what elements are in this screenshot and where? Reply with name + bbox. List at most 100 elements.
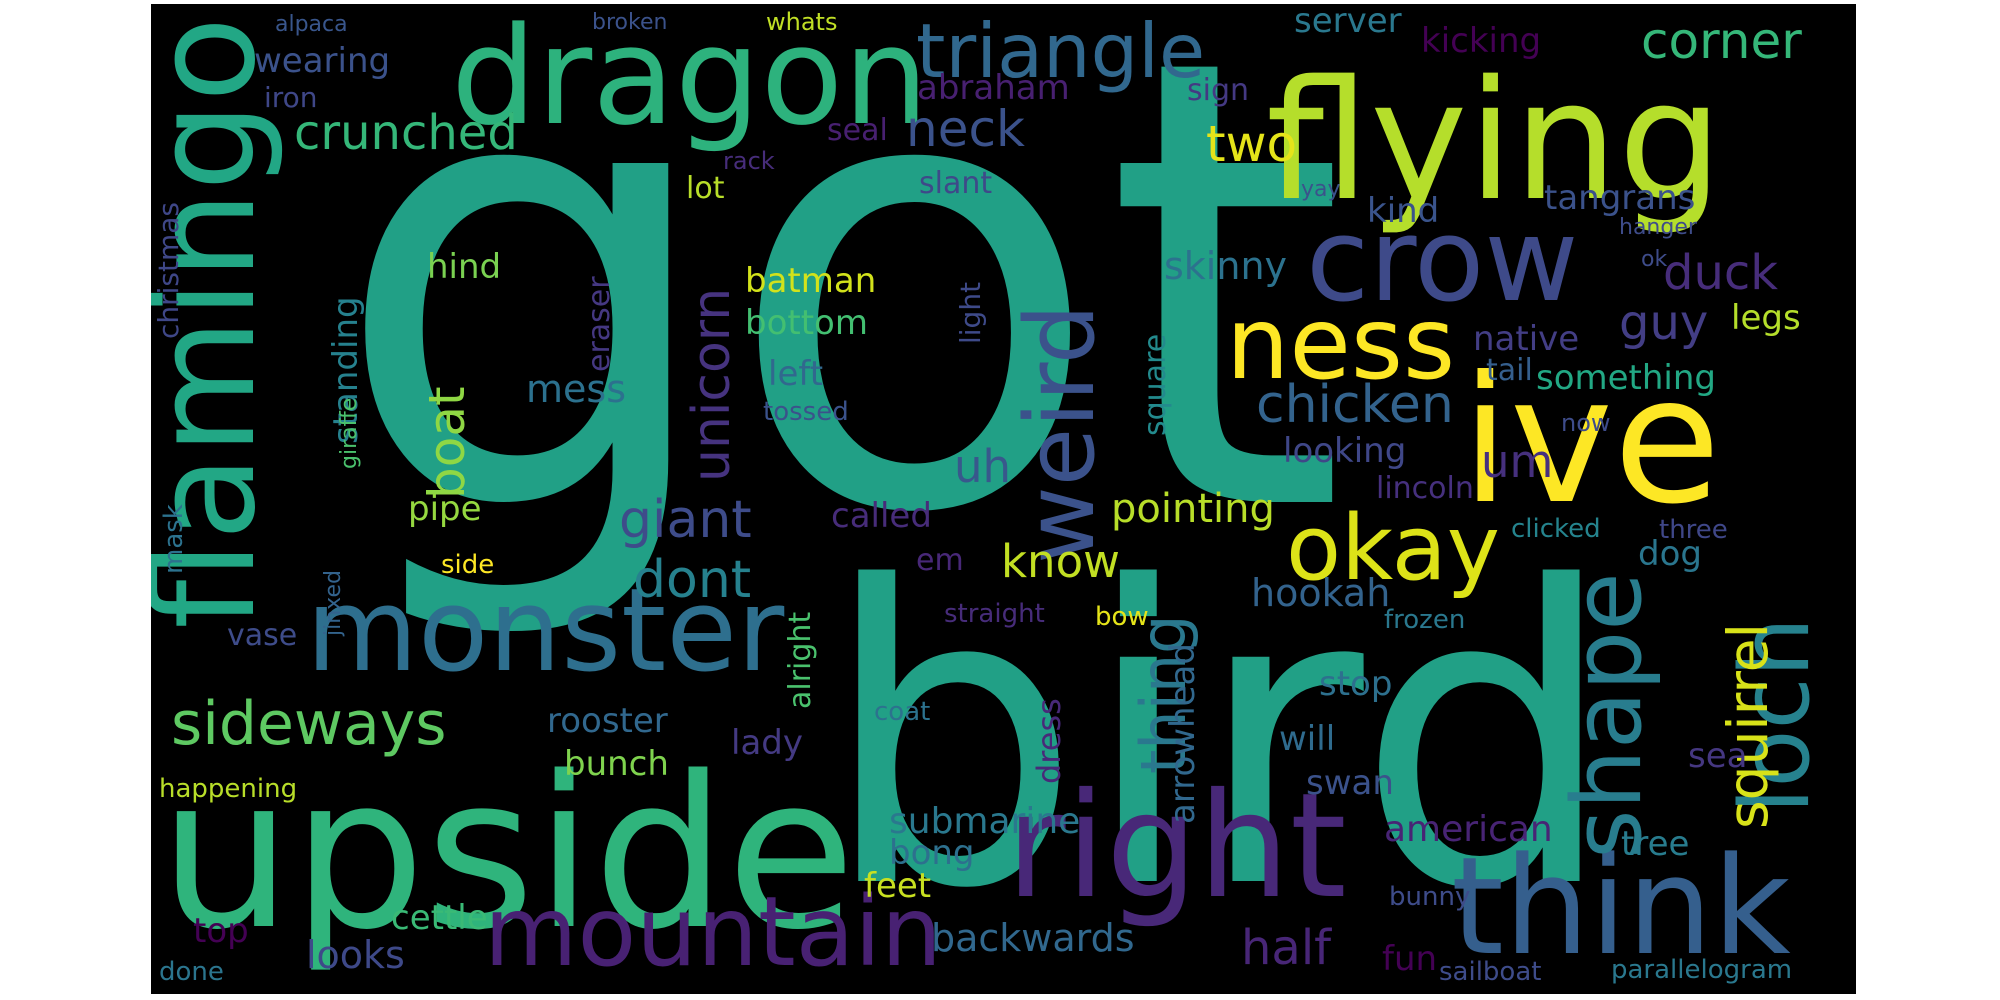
word-three: three [1659, 515, 1728, 545]
word-frozen: frozen [1384, 605, 1466, 635]
word-dress: dress [1030, 698, 1068, 784]
word-server: server [1294, 4, 1402, 41]
word-sea: sea [1688, 736, 1748, 776]
word-stop: stop [1319, 664, 1393, 704]
word-weird: weird [1006, 303, 1116, 564]
word-pipe: pipe [408, 489, 482, 529]
word-hind: hind [427, 247, 502, 287]
word-two: two [1206, 115, 1298, 173]
word-mess: mess [526, 367, 626, 411]
word-happening: happening [159, 774, 298, 804]
word-boat: boat [418, 386, 476, 499]
word-tree: tree [1621, 824, 1690, 864]
word-parallelogram: parallelogram [1611, 955, 1793, 985]
word-flying: flying [1266, 45, 1723, 237]
word-think: think [1451, 828, 1791, 985]
word-broken: broken [592, 10, 668, 35]
word-neck: neck [906, 100, 1025, 158]
word-pointing: pointing [1111, 486, 1275, 532]
word-eraser: eraser [582, 276, 617, 372]
word-bunny: bunny [1389, 882, 1471, 912]
word-wearing: wearing [254, 41, 391, 81]
word-uh: uh [954, 440, 1012, 493]
word-top: top [193, 911, 249, 951]
word-half: half [1241, 920, 1332, 976]
word-hanger: hanger [1619, 215, 1697, 240]
word-cloud: got bird upside flying dragon ive flamin… [151, 4, 1856, 994]
word-ness: ness [1226, 285, 1456, 402]
word-mask: mask [159, 504, 189, 574]
word-square: square [1138, 333, 1173, 436]
word-ok: ok [1641, 247, 1668, 272]
word-clicked: clicked [1511, 514, 1601, 544]
word-left: left [768, 354, 824, 394]
word-alright: alright [783, 611, 818, 709]
word-crunched: crunched [294, 105, 518, 161]
word-swan: swan [1306, 763, 1394, 803]
word-light: light [954, 281, 987, 344]
word-american: american [1384, 809, 1553, 850]
word-bottom: bottom [745, 303, 868, 343]
word-skinny: skinny [1164, 244, 1288, 288]
word-looking: looking [1283, 431, 1407, 471]
word-duck: duck [1663, 245, 1779, 301]
word-tossed: tossed [763, 397, 849, 427]
word-mountain: mountain [484, 876, 942, 988]
word-rack: rack [723, 147, 775, 175]
word-ive: ive [1461, 340, 1721, 543]
word-iron: iron [264, 81, 318, 114]
word-dont: dont [633, 550, 752, 610]
word-coat: coat [874, 697, 931, 727]
word-giraffe: giraffe [337, 397, 362, 469]
word-guy: guy [1619, 295, 1709, 351]
word-batman: batman [745, 261, 877, 301]
word-bird: bird [821, 500, 1617, 978]
word-legs: legs [1731, 298, 1801, 338]
word-right: right [1006, 762, 1347, 931]
word-backwards: backwards [931, 916, 1135, 960]
word-kicking: kicking [1421, 21, 1542, 61]
word-upside: upside [159, 731, 856, 976]
word-called: called [831, 496, 932, 536]
word-abraham: abraham [917, 68, 1070, 108]
word-sideways: sideways [171, 689, 447, 759]
word-arrowhead: arrowhead [1163, 643, 1203, 824]
word-monster: monster [306, 564, 785, 698]
word-kind: kind [1367, 191, 1440, 231]
word-rooster: rooster [547, 701, 668, 741]
word-jinxed: jinxed [321, 569, 346, 636]
word-sailboat: sailboat [1439, 957, 1542, 987]
word-triangle: triangle [916, 7, 1206, 95]
word-dog: dog [1638, 534, 1702, 574]
word-straight: straight [944, 599, 1045, 629]
word-fun: fun [1382, 939, 1438, 979]
word-seal: seal [827, 113, 888, 148]
word-unicorn: unicorn [682, 287, 742, 482]
word-tail: tail [1486, 353, 1533, 388]
word-done: done [159, 957, 224, 987]
word-em: em [916, 543, 964, 578]
word-submarine: submarine [889, 801, 1081, 842]
word-alpaca: alpaca [275, 12, 348, 37]
word-feet: feet [864, 866, 932, 906]
word-giant: giant [619, 490, 752, 550]
word-bow: bow [1095, 602, 1149, 632]
word-hookah: hookah [1251, 571, 1391, 615]
word-vase: vase [227, 618, 298, 653]
word-lot: lot [686, 171, 725, 206]
word-tangrans: tangrans [1544, 178, 1696, 218]
word-yay: yay [1301, 177, 1341, 202]
word-know: know [1001, 535, 1120, 588]
word-shape: shape [1553, 572, 1663, 859]
word-lady: lady [731, 723, 803, 763]
word-corner: corner [1641, 12, 1802, 70]
word-something: something [1536, 358, 1717, 398]
word-will: will [1279, 719, 1336, 759]
word-slant: slant [919, 166, 993, 201]
word-um: um [1481, 435, 1554, 488]
word-squirrel: squirrel [1716, 623, 1780, 829]
word-crow: crow [1306, 194, 1579, 328]
word-bong: bong [889, 833, 975, 873]
word-whats: whats [766, 8, 838, 36]
word-lincoln: lincoln [1376, 471, 1474, 506]
